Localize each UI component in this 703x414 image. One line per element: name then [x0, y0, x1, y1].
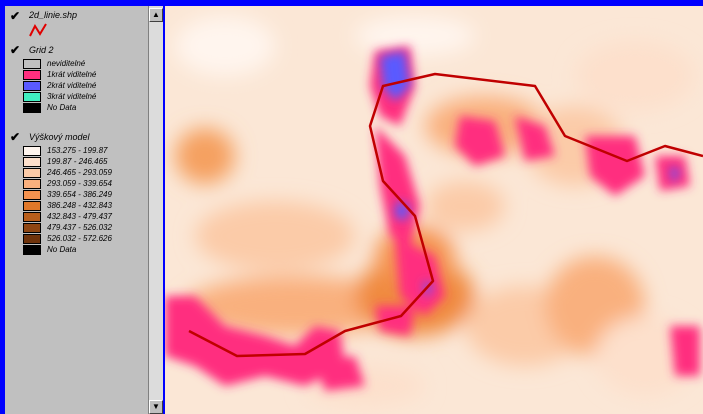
layer-vyskovy-model-title: Výškový model: [29, 132, 90, 142]
vyskovy-model-legend-label: 199.87 - 246.465: [47, 157, 108, 166]
vyskovy-model-legend-label: 479.437 - 526.032: [47, 223, 112, 232]
vyskovy-model-legend-item: 526.032 - 572.626: [23, 233, 148, 244]
vyskovy-model-legend-item: 339.654 - 386.249: [23, 189, 148, 200]
vyskovy-model-legend-label: 432.843 - 479.437: [47, 212, 112, 221]
table-of-contents: ✔ 2d_linie.shp ✔ Grid 2 neviditelné 1krát…: [5, 6, 148, 414]
route-line[interactable]: [188, 72, 703, 358]
vyskovy-model-legend-label: No Data: [47, 245, 77, 254]
vyskovy-model-legend-swatch: [23, 168, 41, 178]
vyskovy-model-legend-item: 293.059 - 339.654: [23, 178, 148, 189]
layer-grid-2-checkbox[interactable]: ✔: [10, 43, 21, 57]
vyskovy-model-legend-item: No Data: [23, 244, 148, 255]
line-symbol-icon: [29, 23, 47, 37]
vyskovy-model-legend-swatch: [23, 146, 41, 156]
vyskovy-model-legend-item: 386.248 - 432.843: [23, 200, 148, 211]
vyskovy-model-legend-swatch: [23, 179, 41, 189]
vyskovy-model-legend-item: 199.87 - 246.465: [23, 156, 148, 167]
grid-2-legend-item: No Data: [23, 102, 148, 113]
vyskovy-model-legend-label: 386.248 - 432.843: [47, 201, 112, 210]
scroll-down-arrow-icon[interactable]: ▼: [149, 400, 163, 414]
vyskovy-model-legend-label: 339.654 - 386.249: [47, 190, 112, 199]
layer-vyskovy-model-checkbox[interactable]: ✔: [10, 130, 21, 144]
layer-grid-2-title: Grid 2: [29, 45, 54, 55]
layer-2d-linie-checkbox[interactable]: ✔: [10, 9, 21, 23]
vyskovy-model-legend-label: 246.465 - 293.059: [47, 168, 112, 177]
vyskovy-model-legend-item: 153.275 - 199.87: [23, 145, 148, 156]
toc-scrollbar[interactable]: ▲ ▼: [148, 6, 163, 414]
grid-2-legend-item: 1krát viditelné: [23, 69, 148, 80]
vyskovy-model-legend-label: 153.275 - 199.87: [47, 146, 108, 155]
vyskovy-model-legend-swatch: [23, 190, 41, 200]
grid-2-legend-swatch: [23, 59, 41, 69]
elevation-raster: [175, 16, 695, 406]
grid-2-legend-label: No Data: [47, 103, 77, 112]
grid-2-legend-swatch: [23, 92, 41, 102]
scroll-up-arrow-icon[interactable]: ▲: [149, 8, 163, 22]
grid-2-legend-label: 2krát viditelné: [47, 81, 97, 90]
vyskovy-model-legend-swatch: [23, 245, 41, 255]
layer-2d-linie-title: 2d_linie.shp: [29, 10, 78, 20]
vyskovy-model-legend-item: 432.843 - 479.437: [23, 211, 148, 222]
grid-2-legend-label: 1krát viditelné: [47, 70, 97, 79]
vyskovy-model-legend-swatch: [23, 157, 41, 167]
vyskovy-model-legend-label: 293.059 - 339.654: [47, 179, 112, 188]
vyskovy-model-legend-swatch: [23, 234, 41, 244]
grid-2-legend-item: neviditelné: [23, 58, 148, 69]
visibility-raster: [165, 46, 700, 391]
grid-2-legend-swatch: [23, 81, 41, 91]
vyskovy-model-legend-swatch: [23, 223, 41, 233]
grid-2-legend-label: 3krát viditelné: [47, 92, 97, 101]
grid-2-legend-swatch: [23, 103, 41, 113]
grid-2-legend-label: neviditelné: [47, 59, 86, 68]
grid-2-legend-item: 2krát viditelné: [23, 80, 148, 91]
grid-2-legend-swatch: [23, 70, 41, 80]
map-canvas[interactable]: [165, 6, 703, 414]
vyskovy-model-legend-label: 526.032 - 572.626: [47, 234, 112, 243]
vyskovy-model-legend-swatch: [23, 201, 41, 211]
vyskovy-model-legend-swatch: [23, 212, 41, 222]
vyskovy-model-legend-item: 479.437 - 526.032: [23, 222, 148, 233]
vyskovy-model-legend-item: 246.465 - 293.059: [23, 167, 148, 178]
map-view[interactable]: [165, 6, 703, 414]
grid-2-legend-item: 3krát viditelné: [23, 91, 148, 102]
